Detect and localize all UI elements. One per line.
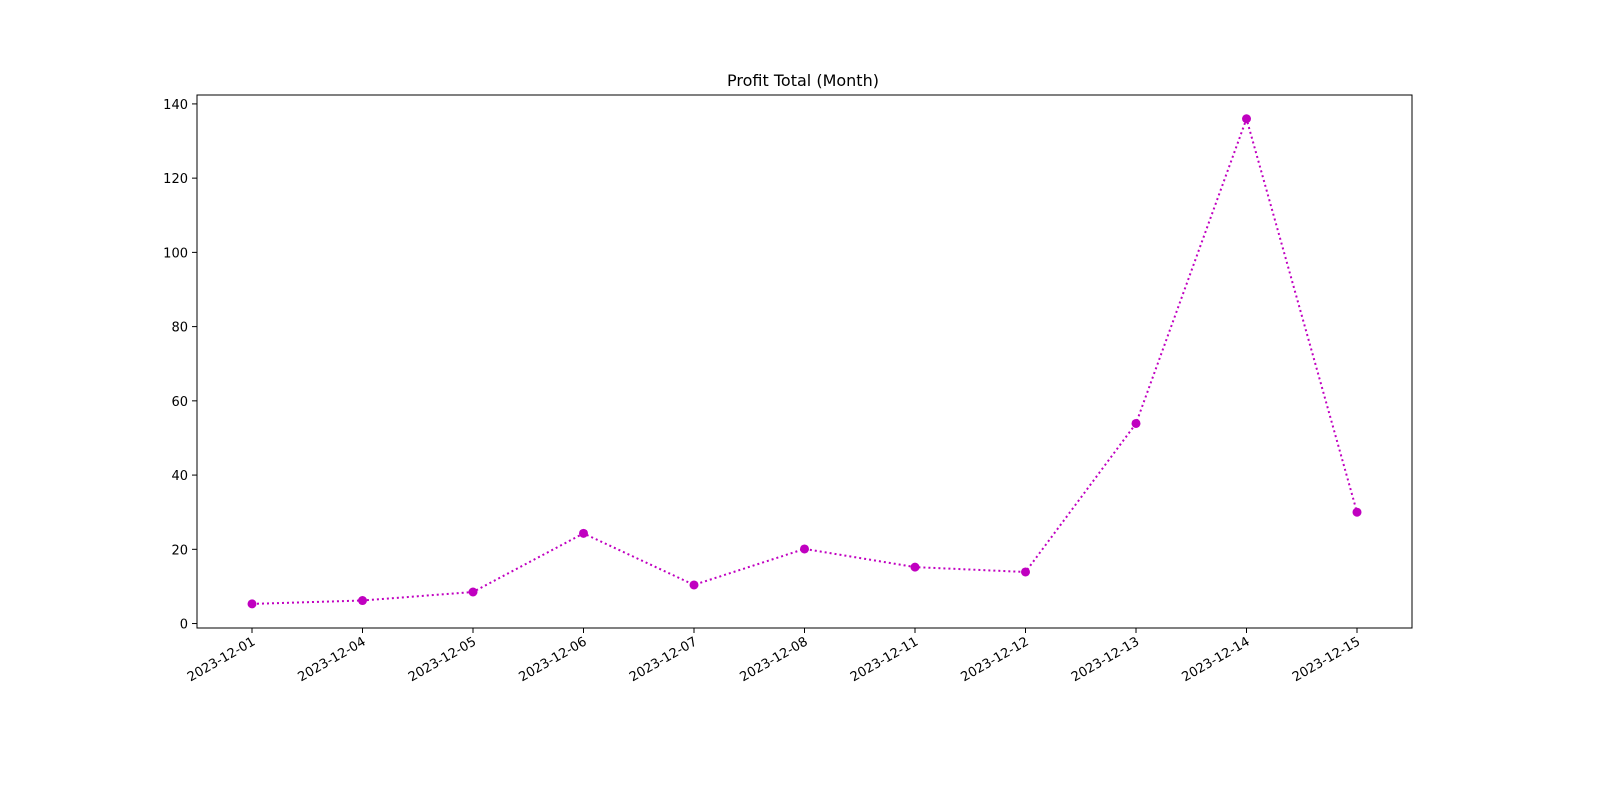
y-tick-label: 140 [163, 98, 188, 113]
data-point [358, 596, 367, 606]
data-point [1352, 507, 1362, 517]
y-tick-label: 120 [163, 172, 188, 187]
y-tick-label: 20 [171, 543, 188, 558]
data-point [800, 544, 809, 554]
y-tick-label: 80 [171, 321, 188, 336]
y-tick-label: 40 [171, 469, 188, 484]
data-point [579, 528, 588, 538]
data-point [1131, 418, 1141, 428]
y-tick-label: 0 [180, 618, 188, 633]
series-line [251, 115, 1358, 605]
y-tick-label: 60 [171, 395, 188, 410]
data-point [468, 587, 478, 597]
data-point [247, 599, 257, 609]
plot-frame [196, 94, 1413, 629]
data-point [1021, 567, 1030, 577]
data-point [1242, 114, 1251, 124]
data-point [910, 562, 920, 572]
data-point [689, 580, 699, 590]
series-points [247, 114, 1362, 609]
y-axis: 0 20 40 60 80 100 120 140 [163, 98, 197, 633]
chart-title: Profit Total (Month) [727, 71, 879, 90]
y-tick-label: 100 [163, 246, 188, 261]
